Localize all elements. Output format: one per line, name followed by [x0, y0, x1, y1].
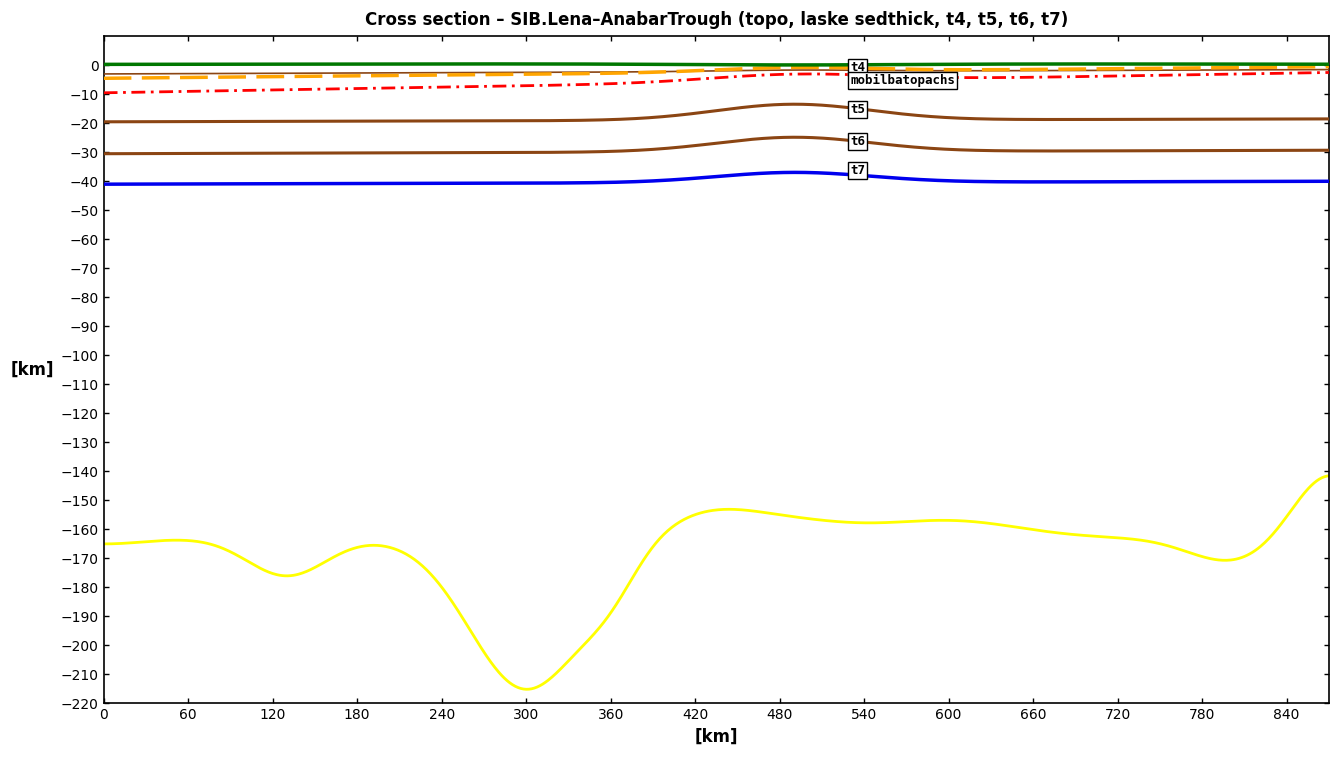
Text: mobilbatopachs: mobilbatopachs [850, 74, 955, 87]
Y-axis label: [km]: [km] [11, 361, 55, 378]
Text: t5: t5 [850, 103, 866, 116]
Text: t7: t7 [850, 164, 866, 177]
Title: Cross section – SIB.Lena–AnabarTrough (topo, laske sedthick, t4, t5, t6, t7): Cross section – SIB.Lena–AnabarTrough (t… [364, 11, 1068, 29]
Text: t6: t6 [850, 135, 866, 148]
X-axis label: [km]: [km] [694, 728, 738, 746]
Text: t4: t4 [850, 61, 866, 74]
